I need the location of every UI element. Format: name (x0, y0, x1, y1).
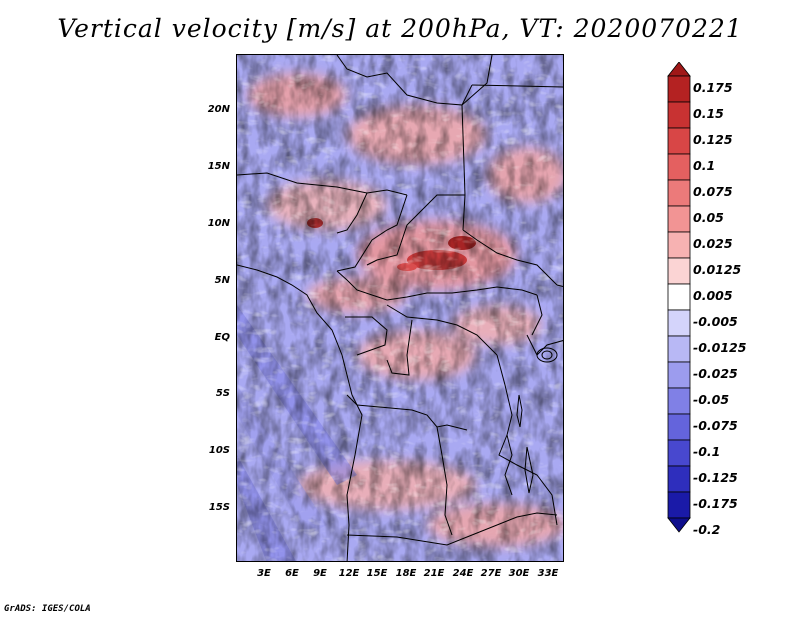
colorbar-box (667, 439, 691, 467)
colorbar-label: 0.175 (693, 80, 733, 95)
colorbar-box (667, 491, 691, 519)
colorbar-box (667, 153, 691, 181)
colorbar-box (667, 387, 691, 415)
lon-tick-30e: 30E (508, 568, 530, 579)
lon-tick-3e: 3E (257, 568, 271, 579)
colorbar-box (667, 205, 691, 233)
lat-tick-10s: 10S (208, 445, 230, 456)
colorbar-label: 0.025 (693, 236, 733, 251)
colorbar-label: 0.0125 (693, 262, 742, 277)
lat-tick-eq: EQ (214, 332, 230, 343)
colorbar-label: 0.005 (693, 288, 733, 303)
lat-tick-15s: 15S (208, 502, 230, 513)
colorbar-label: 0.15 (693, 106, 724, 121)
colorbar-label: -0.005 (693, 314, 738, 329)
colorbar-label: -0.175 (693, 496, 738, 511)
colorbar (667, 62, 691, 533)
lat-tick-10n: 10N (207, 218, 230, 229)
vertical-velocity-field (237, 55, 563, 561)
colorbar-label: -0.075 (693, 418, 738, 433)
lon-tick-15e: 15E (366, 568, 388, 579)
colorbar-top-triangle (667, 62, 691, 77)
grads-credit: GrADS: IGES/COLA (4, 604, 91, 614)
lat-tick-15n: 15N (207, 161, 230, 172)
lon-tick-27e: 27E (480, 568, 502, 579)
colorbar-box (667, 179, 691, 207)
colorbar-box (667, 335, 691, 363)
colorbar-box (667, 101, 691, 129)
lat-tick-5s: 5S (215, 388, 230, 399)
colorbar-label: 0.05 (693, 210, 724, 225)
colorbar-label: 0.075 (693, 184, 733, 199)
lon-tick-18e: 18E (395, 568, 417, 579)
map-panel[interactable] (236, 54, 564, 562)
lon-tick-33e: 33E (537, 568, 559, 579)
colorbar-box (667, 283, 691, 311)
lakes (516, 347, 558, 494)
colorbar-box (667, 75, 691, 103)
colorbar-label: -0.2 (693, 522, 721, 537)
colorbar-label: -0.025 (693, 366, 738, 381)
lon-tick-9e: 9E (313, 568, 327, 579)
lat-tick-5n: 5N (214, 275, 230, 286)
country-borders (237, 55, 563, 561)
colorbar-box (667, 361, 691, 389)
colorbar-label: -0.1 (693, 444, 721, 459)
colorbar-box (667, 465, 691, 493)
colorbar-box (667, 257, 691, 285)
lon-tick-24e: 24E (452, 568, 474, 579)
colorbar-box (667, 413, 691, 441)
lon-tick-21e: 21E (423, 568, 445, 579)
colorbar-label: -0.125 (693, 470, 738, 485)
lon-tick-6e: 6E (285, 568, 299, 579)
map-title: Vertical velocity [m/s] at 200hPa, VT: 2… (57, 14, 743, 43)
colorbar-bottom-triangle (667, 517, 691, 533)
colorbar-box (667, 231, 691, 259)
colorbar-box (667, 127, 691, 155)
colorbar-label: 0.1 (693, 158, 716, 173)
colorbar-label: -0.0125 (693, 340, 747, 355)
lon-tick-12e: 12E (338, 568, 360, 579)
colorbar-label: 0.125 (693, 132, 733, 147)
colorbar-box (667, 309, 691, 337)
lat-tick-20n: 20N (207, 104, 230, 115)
colorbar-label: -0.05 (693, 392, 730, 407)
